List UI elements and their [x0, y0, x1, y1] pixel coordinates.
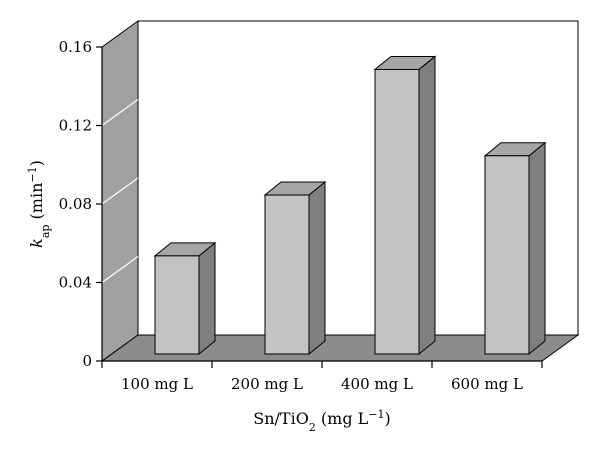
x-axis-title-suffix: )	[384, 409, 390, 428]
y-tick-label: 0.04	[59, 274, 92, 292]
x-tick-label: 200 mg L	[231, 375, 303, 393]
bar-side	[418, 55, 436, 356]
x-tick-label: 600 mg L	[451, 375, 523, 393]
bar	[154, 255, 200, 355]
x-axis-title-prefix: Sn/TiO	[253, 409, 309, 428]
bar	[484, 155, 530, 355]
bar-side	[308, 180, 326, 356]
y-axis-title-middle: (min	[27, 183, 46, 225]
gridline	[101, 99, 139, 126]
y-tick-label: 0.08	[59, 195, 92, 213]
y-axis-title-suffix: )	[27, 160, 46, 166]
gridline	[101, 256, 139, 283]
y-tick-label: 0.16	[59, 38, 92, 56]
bar	[264, 194, 310, 355]
y-axis-title-main: k	[27, 238, 46, 248]
x-axis-title: Sn/TiO2 (mg L−1)	[253, 408, 390, 434]
y-axis-title: kap (min−1)	[26, 160, 52, 248]
x-tick-label: 100 mg L	[121, 375, 193, 393]
x-axis-title-sup: −1	[368, 408, 384, 421]
x-tick-label: 400 mg L	[341, 375, 413, 393]
bars-group	[153, 55, 547, 356]
x-axis-title-sub: 2	[309, 421, 316, 434]
x-axis-title-middle: (mg L	[316, 409, 369, 428]
gridline	[101, 177, 139, 205]
bar-side	[198, 241, 216, 356]
y-tick-label: 0	[82, 352, 92, 370]
y-axis-title-sub: ap	[39, 225, 52, 239]
y-tick-label: 0.12	[59, 117, 92, 135]
y-axis-title-sup: −1	[26, 166, 39, 182]
axes-group: 0 0.04 0.08 0.12 0.16 100 mg L 200 mg L 400 mg …	[59, 38, 543, 393]
bar-side	[528, 141, 546, 356]
bar	[374, 68, 420, 355]
